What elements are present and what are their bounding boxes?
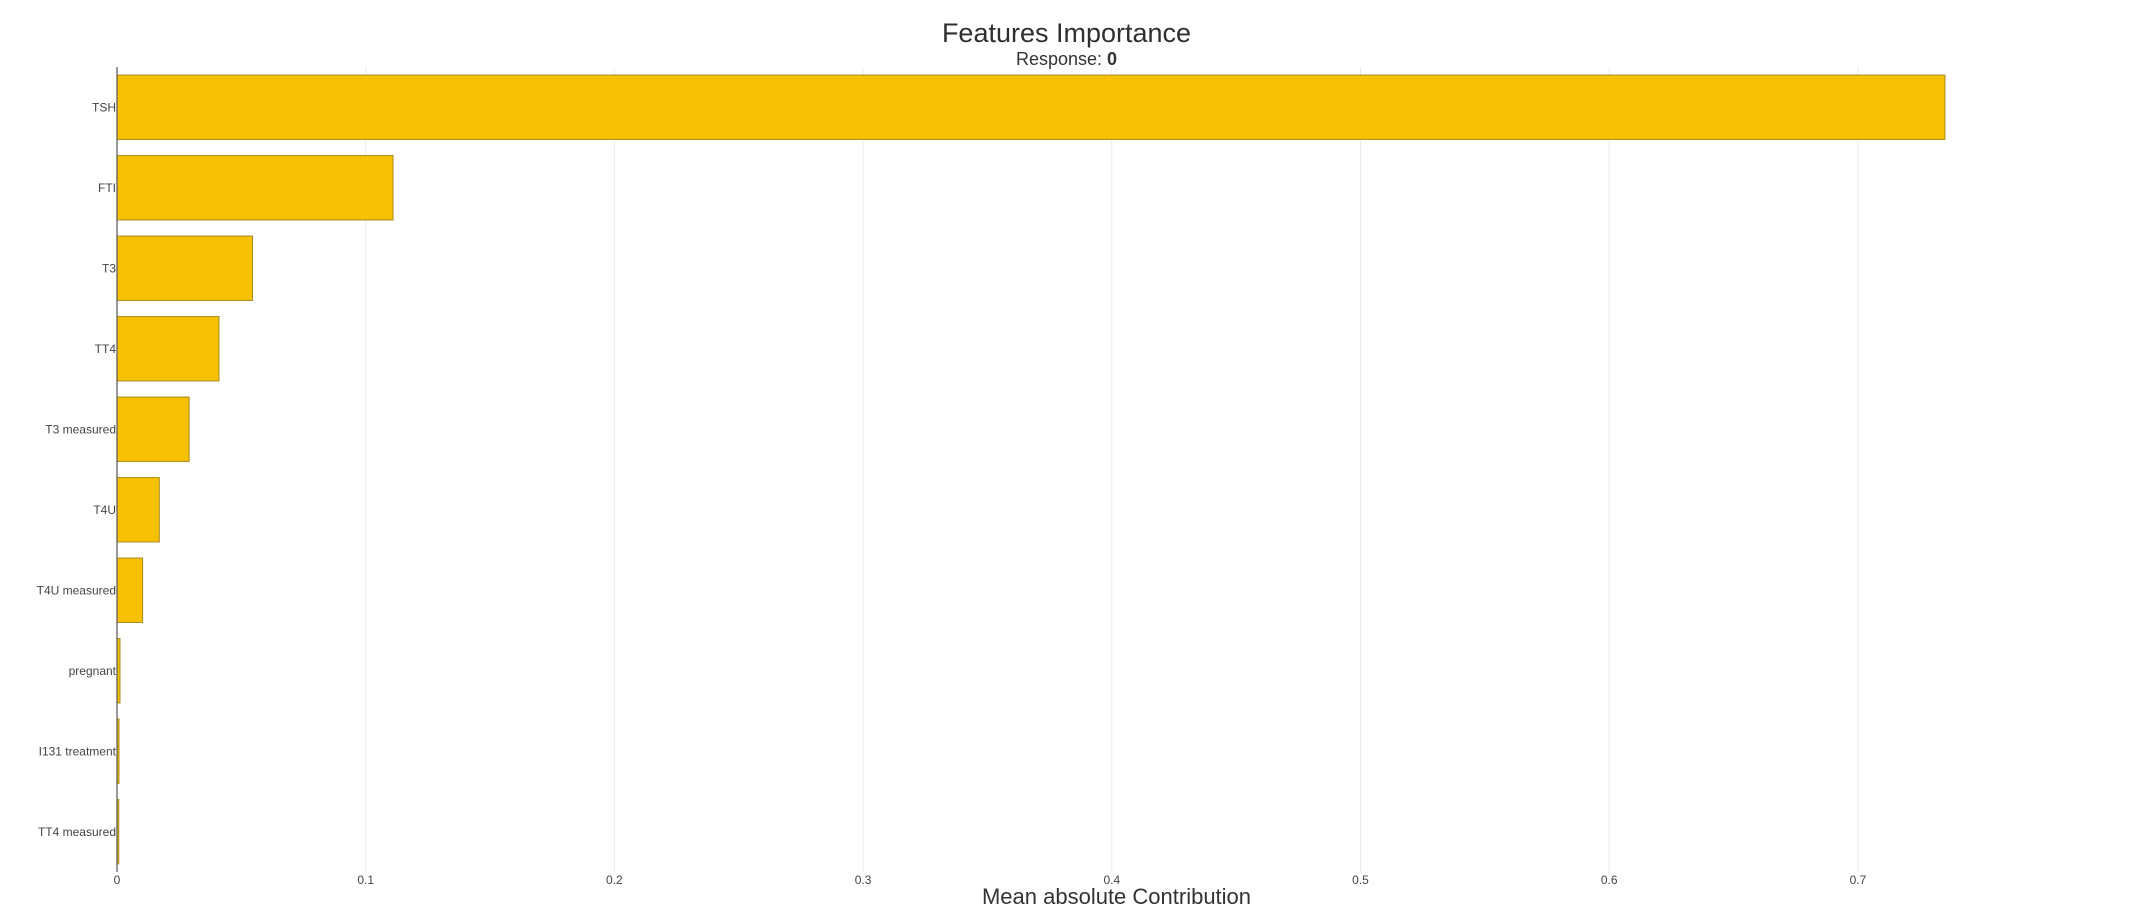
x-tick-label: 0 — [114, 873, 121, 887]
subtitle-value: 0 — [1107, 49, 1118, 69]
y-tick-label: T4U — [93, 503, 116, 517]
x-tick-label: 0.1 — [357, 873, 374, 887]
y-tick-label: I131 treatment — [39, 744, 117, 758]
x-tick-label: 0.7 — [1850, 873, 1867, 887]
y-tick-label: FTI — [98, 181, 116, 195]
bar-fti — [116, 155, 394, 221]
bar-t4u-measured — [116, 557, 144, 623]
y-tick-label: TT4 — [95, 342, 117, 356]
chart-subtitle: Response: 0 — [0, 49, 2133, 70]
x-axis-label-text: Mean absolute Contribution — [981, 884, 1252, 908]
y-tick-label: T3 measured — [45, 422, 116, 436]
chart-title: Features Importance — [941, 18, 1192, 48]
y-tick-label: TSH — [92, 100, 116, 114]
y-tick-label: T4U measured — [37, 583, 116, 597]
x-tick-label: 0.6 — [1601, 873, 1618, 887]
y-tick-label: TT4 measured — [38, 825, 116, 839]
subtitle-label: Response: — [1015, 49, 1103, 69]
bar-t3 — [116, 235, 254, 301]
x-axis-label: Mean absolute Contribution — [0, 884, 2133, 908]
bar-t3-measured — [116, 396, 190, 462]
x-tick-label: 0.2 — [606, 873, 623, 887]
x-tick-label: 0.3 — [855, 873, 872, 887]
y-tick-label: T3 — [102, 261, 116, 275]
bar-t4u — [116, 477, 160, 543]
x-tick-label: 0.4 — [1103, 873, 1120, 887]
bar-tsh — [116, 74, 1946, 140]
bar-tt4 — [116, 316, 220, 382]
gridlines — [365, 67, 1859, 872]
bars — [116, 74, 1946, 865]
x-tick-label: 0.5 — [1352, 873, 1369, 887]
tick-labels: 0 0.1 0.2 0.3 0.4 0.5 0.6 0.7 TSH FTI T3 TT4 T3 meas… — [37, 100, 1867, 887]
y-tick-label: pregnant — [69, 664, 117, 678]
